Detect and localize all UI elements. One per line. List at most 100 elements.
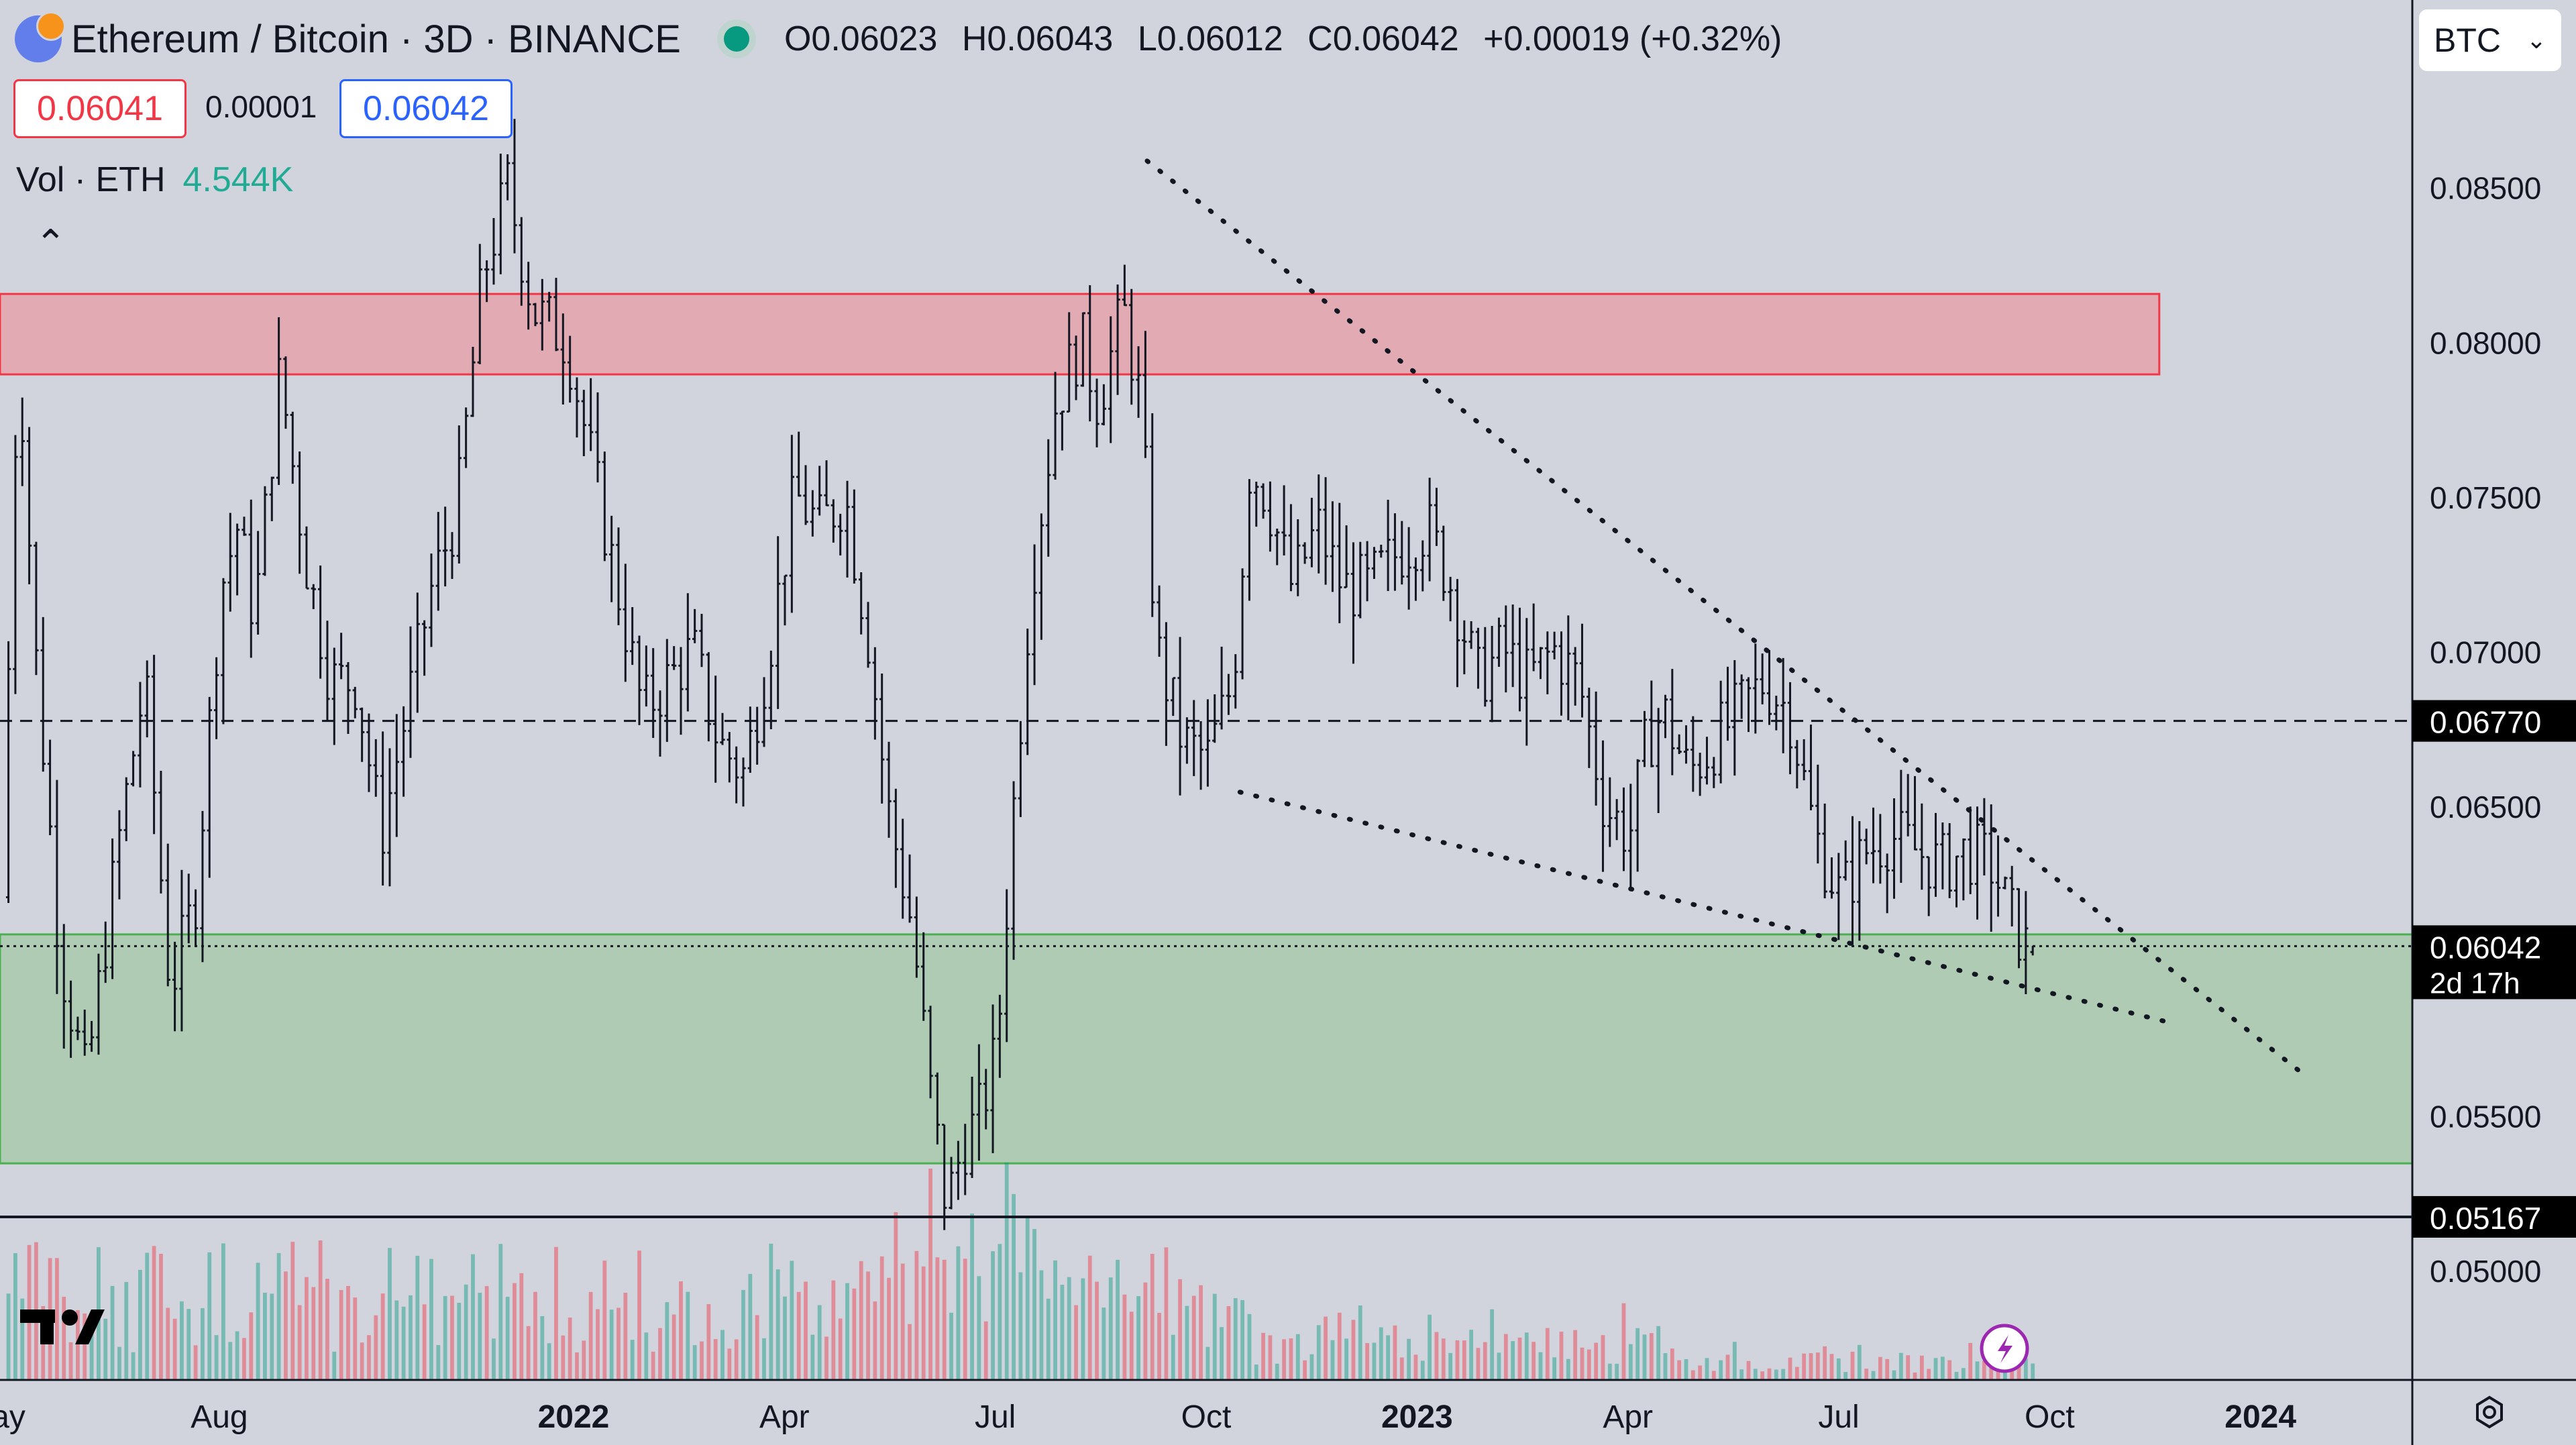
ohlc-bar	[109, 838, 115, 979]
ohlc-bar	[657, 690, 663, 757]
volume-bar	[131, 1352, 136, 1380]
volume-bar	[1823, 1346, 1827, 1380]
ohlc-bar	[1171, 677, 1176, 716]
ohlc-bar	[574, 377, 580, 438]
ohlc-bar	[734, 746, 739, 804]
volume-bar	[796, 1291, 801, 1380]
volume-bar	[928, 1168, 932, 1380]
ohlc-bar	[824, 460, 829, 506]
ohlc-bar	[1385, 499, 1391, 592]
currency-select[interactable]: BTC ⌄	[2419, 9, 2561, 71]
volume-bar	[68, 1342, 73, 1380]
ohlc-bar	[1011, 781, 1016, 960]
volume-bar	[894, 1212, 898, 1380]
ohlc-bar	[304, 526, 309, 590]
volume-bar	[1864, 1369, 1869, 1380]
volume-bar	[1150, 1254, 1155, 1380]
volume-bar	[450, 1295, 454, 1380]
volume-bar	[1025, 1216, 1030, 1380]
ohlc-bar	[1434, 488, 1440, 546]
ohlc-bar	[817, 466, 822, 516]
ohlc-bar	[2023, 891, 2029, 994]
volume-bar	[2010, 1369, 2015, 1380]
ohlc-bar	[1371, 547, 1377, 579]
volume-bar	[117, 1346, 121, 1380]
volume-bar	[1538, 1352, 1543, 1380]
volume-bar	[1670, 1348, 1674, 1380]
ohlc-bar	[1448, 576, 1453, 622]
volume-bar	[214, 1335, 219, 1380]
y-tick-label: 0.05500	[2430, 1099, 2541, 1134]
sell-price-button[interactable]: 0.06041	[13, 79, 186, 138]
ohlc-bar	[1711, 757, 1717, 788]
ohlc-bar	[1295, 519, 1301, 596]
ohlc-bar	[1496, 617, 1502, 667]
ohlc-bar	[179, 869, 184, 1032]
volume-bar	[103, 1318, 108, 1380]
x-tick-label: Oct	[2025, 1399, 2075, 1435]
ohlc-bar	[1025, 629, 1030, 755]
volume-bar	[1199, 1285, 1203, 1380]
x-tick-label: ay	[0, 1399, 25, 1435]
ohlc-bar	[193, 889, 199, 947]
ohlc-bar	[172, 941, 178, 1032]
ohlc-bar	[830, 499, 836, 543]
ohlc-bar	[1018, 720, 1024, 818]
volume-bar	[297, 1305, 302, 1380]
ohlc-bar	[1662, 694, 1668, 739]
ohlc-bar	[1995, 835, 2001, 917]
settings-gear-icon[interactable]	[2473, 1395, 2506, 1429]
ohlc-bar	[886, 741, 892, 838]
ohlc-bar	[221, 578, 226, 725]
volume-bar	[1677, 1360, 1682, 1380]
ohlc-bar	[789, 435, 794, 613]
ohlc-bar	[1330, 501, 1336, 592]
ohlc-bar	[1774, 696, 1779, 731]
volume-bar	[1919, 1355, 1924, 1380]
buy-price-button[interactable]: 0.06042	[339, 79, 513, 138]
ohlc-bar	[331, 647, 337, 745]
ohlc-bar	[1780, 657, 1786, 753]
ohlc-bar	[713, 676, 718, 783]
volume-bar	[554, 1246, 558, 1380]
ohlc-bar	[82, 1009, 87, 1056]
trendline-1[interactable]	[1144, 158, 2306, 1076]
ohlc-bar	[1822, 803, 1827, 899]
volume-bar	[360, 1342, 364, 1380]
ohlc-bar	[761, 677, 767, 747]
volume-bar	[1809, 1353, 1813, 1380]
ohlc-bar	[1073, 335, 1079, 400]
ohlc-bar	[1323, 477, 1328, 585]
chevron-down-icon: ⌄	[2526, 26, 2546, 54]
ohlc-bar	[1635, 759, 1640, 872]
symbol-title[interactable]: Ethereum / Bitcoin · 3D · BINANCE	[71, 17, 681, 61]
ohlc-bar	[352, 686, 358, 718]
trendlines[interactable]	[1144, 158, 2306, 1076]
ohlc-bar	[255, 531, 261, 635]
trendline-2[interactable]	[1237, 790, 2179, 1027]
volume-bar	[1982, 1360, 1986, 1380]
collapse-legend-icon[interactable]: ⌃	[35, 222, 66, 264]
ohlc-bar	[768, 650, 773, 730]
ohlc-bar	[1739, 674, 1744, 719]
ohlc-bar	[360, 707, 365, 762]
volume-bar	[1441, 1338, 1446, 1380]
volume-bar	[963, 1259, 967, 1380]
volume-bar	[1774, 1369, 1778, 1380]
ohlc-bar	[54, 780, 60, 994]
ohlc-bar	[227, 513, 233, 612]
ohlc-bar	[969, 1076, 975, 1179]
volume-bar	[1337, 1312, 1342, 1380]
ohlc-bar	[1122, 264, 1128, 307]
volume-bar	[1698, 1365, 1703, 1380]
volume-bar	[1386, 1335, 1390, 1380]
volume-bar	[991, 1251, 995, 1380]
ohlc-bar	[1246, 479, 1252, 601]
volume-bar	[1947, 1360, 1952, 1380]
volume-bar	[1102, 1307, 1106, 1380]
ohlc-bar	[1593, 691, 1599, 806]
ohlc-bar	[165, 843, 170, 987]
